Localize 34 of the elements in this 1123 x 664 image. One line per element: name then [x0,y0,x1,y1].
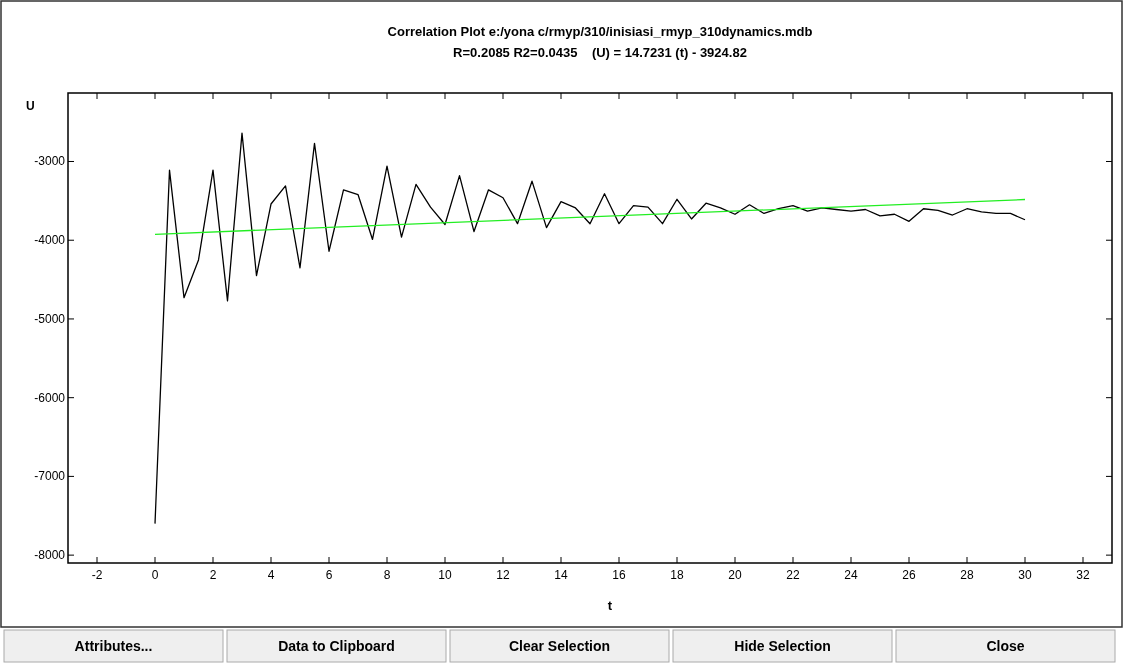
x-tick-label: 32 [1076,568,1090,582]
y-tick-label: -8000 [34,548,66,563]
button: Attributes... [3,629,224,663]
y-axis-title: U [26,99,35,113]
button: Clear Selection [449,629,670,663]
x-tick-label: 22 [786,568,800,582]
x-tick-label: 0 [151,568,159,582]
button: Data to Clipboard [226,629,447,663]
x-tick-label: 16 [612,568,626,582]
x-tick-label: 14 [554,568,568,582]
x-tick-label: 30 [1018,568,1032,582]
chart-title: Correlation Plot e:/yona c/rmyp/310/inisiasi_rmyp_310dynamics.mdb [387,24,813,39]
x-tick-label: 18 [670,568,684,582]
button: Close [895,629,1116,663]
y-tick-label: -3000 [34,154,66,169]
x-tick-label: 6 [325,568,333,582]
x-axis-title: t [607,598,613,613]
chart-subtitle: R=0.2085 R2=0.0435 (U) = 14.7231 (t) - 3924.82 [453,45,747,60]
y-tick-label: -5000 [34,311,66,326]
x-tick-label: 8 [383,568,391,582]
x-tick-label: 20 [728,568,742,582]
x-tick-label: 12 [496,568,510,582]
x-tick-label: 2 [209,568,217,582]
x-tick-label: 24 [844,568,858,582]
x-tick-label: 26 [902,568,916,582]
x-tick-label: 28 [960,568,974,582]
y-tick-label: -7000 [34,469,66,484]
button: Hide Selection [672,629,893,663]
x-tick-label: 10 [438,568,452,582]
x-tick-label: 4 [267,568,275,582]
line-series [154,132,1026,525]
x-tick-label: -2 [91,568,103,582]
y-tick-label: -4000 [34,233,66,248]
y-tick-label: -6000 [34,390,66,405]
